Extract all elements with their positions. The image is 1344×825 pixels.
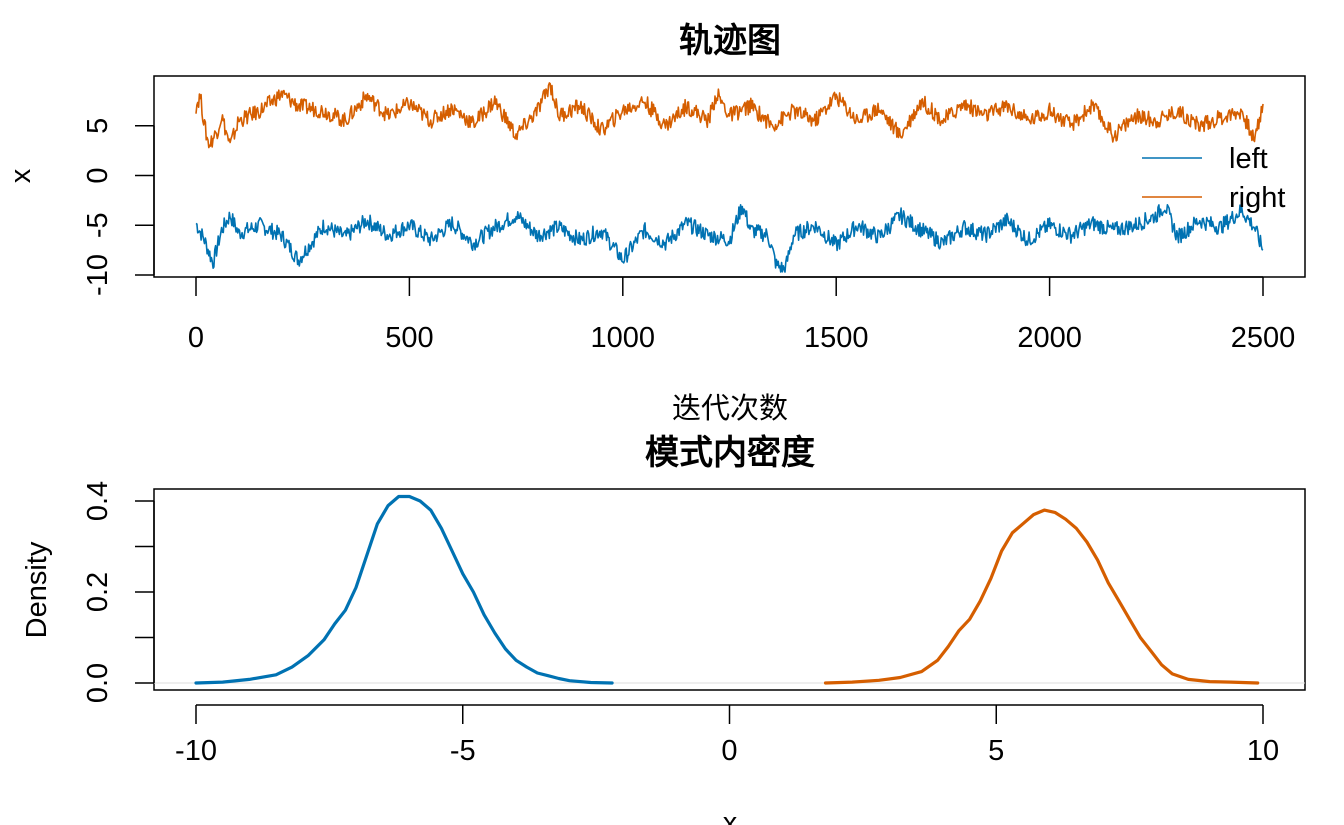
trace-y-tick-label: 0 xyxy=(82,167,114,183)
density-x-tick-label: -5 xyxy=(450,735,476,767)
density-plot-xlabel: x xyxy=(723,807,738,825)
density-x-tick-label: 10 xyxy=(1247,735,1279,767)
density-plot-series xyxy=(194,494,1260,685)
density-y-tick-label: 0.4 xyxy=(82,481,114,521)
density-plot-title: 模式内密度 xyxy=(645,433,815,473)
trace-plot-ylabel: x xyxy=(5,168,37,183)
trace-y-tick-label: 5 xyxy=(82,118,114,134)
trace-plot-xlabel: 迭代次数 xyxy=(672,391,788,425)
density-x-tick-label: -10 xyxy=(175,735,217,767)
trace-x-tick-label: 1500 xyxy=(804,322,869,354)
trace-plot: 轨迹图 0 500 1000 1500 2000 2500 -10-505 迭代次数 x … xyxy=(5,21,1306,425)
trace-plot-x-axis: 0 500 1000 1500 2000 2500 xyxy=(188,276,1296,354)
density-plot-y-axis: 0.0 0.2 0.4 xyxy=(82,481,155,703)
trace-line-right xyxy=(195,82,1264,149)
trace-x-tick-label: 1000 xyxy=(591,322,656,354)
density-plot-x-axis: -10 -5 0 5 10 xyxy=(175,704,1279,767)
trace-plot-y-axis: -10 -5 0 5 xyxy=(82,118,155,296)
density-y-tick-label: 0.2 xyxy=(82,572,114,612)
legend-label-left: left xyxy=(1229,143,1268,175)
density-plot-ylabel: Density xyxy=(21,541,53,638)
trace-plot-box xyxy=(153,75,1306,278)
density-x-tick-label: 0 xyxy=(721,735,737,767)
density-plot-box xyxy=(153,488,1306,691)
trace-x-tick-label: 0 xyxy=(188,322,204,354)
density-curve-left xyxy=(194,494,614,685)
trace-x-tick-label: 500 xyxy=(385,322,433,354)
legend-label-right: right xyxy=(1229,182,1285,214)
trace-x-tick-label: 2000 xyxy=(1017,322,1082,354)
trace-y-tick-label: -10 xyxy=(82,254,114,296)
density-y-tick-label: 0.0 xyxy=(82,663,114,703)
trace-x-tick-label: 2500 xyxy=(1231,322,1296,354)
density-curve-right xyxy=(823,508,1260,685)
trace-y-tick-label: -5 xyxy=(82,212,114,238)
density-x-tick-label: 5 xyxy=(988,735,1004,767)
trace-plot-series xyxy=(195,82,1264,273)
trace-plot-legend: left right xyxy=(1142,143,1285,214)
trace-line-left xyxy=(195,204,1264,273)
trace-plot-title: 轨迹图 xyxy=(679,21,781,61)
density-plot: 模式内密度 -10 -5 0 5 10 0.0 0.2 0.4 x Density xyxy=(21,433,1306,825)
